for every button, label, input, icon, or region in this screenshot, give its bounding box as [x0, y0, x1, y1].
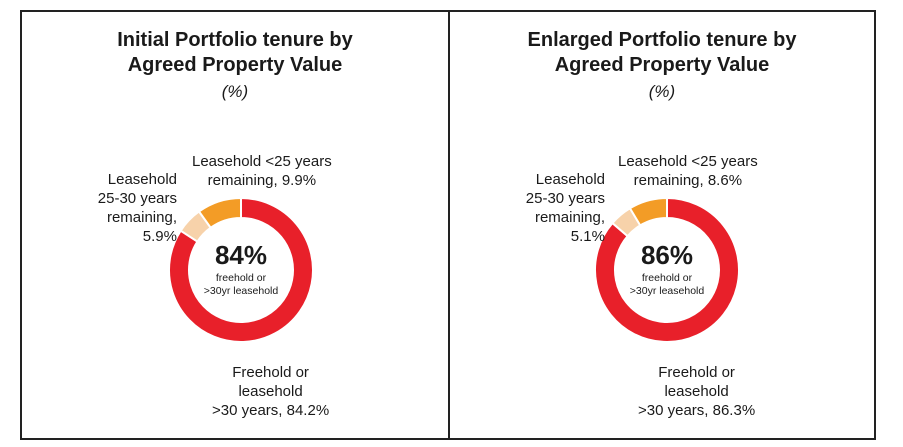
enlarged-portfolio-panel: Enlarged Portfolio tenure by Agreed Prop…	[450, 10, 874, 440]
label-freehold: Freehold or leasehold >30 years, 84.2%	[212, 363, 329, 420]
chart-title: Initial Portfolio tenure by Agreed Prope…	[22, 28, 448, 78]
label-line: leasehold	[664, 383, 729, 400]
center-percentage: 84%	[214, 240, 268, 270]
label-line: 25-30 years	[525, 190, 605, 207]
label-line: Freehold or	[658, 364, 735, 381]
label-line: remaining, 8.6%	[633, 172, 743, 189]
chart-title-line-2: Agreed Property Value	[127, 54, 343, 76]
center-caption-line-1: freehold or	[641, 272, 693, 284]
label-line: Leasehold	[535, 171, 605, 188]
center-caption-line-1: freehold or	[215, 272, 267, 284]
label-line: Leasehold <25 years	[618, 153, 758, 170]
label-line: remaining,	[106, 209, 177, 226]
chart-unit: (%)	[221, 82, 249, 101]
initial-donut-chart	[168, 196, 314, 343]
center-caption-line-2: >30yr leasehold	[629, 285, 705, 297]
label-line: 25-30 years	[97, 190, 177, 207]
label-leasehold-25-30: Leasehold 25-30 years remaining, 5.9%	[82, 170, 177, 246]
label-line: leasehold	[238, 383, 303, 400]
label-line: Leasehold <25 years	[192, 153, 332, 170]
chart-unit: (%)	[648, 82, 676, 101]
donut-slice-freehold	[168, 196, 314, 343]
label-line: 5.1%	[570, 228, 605, 245]
label-line: remaining, 9.9%	[207, 172, 317, 189]
chart-title-line-1: Enlarged Portfolio tenure by	[527, 29, 797, 51]
label-line: >30 years, 84.2%	[212, 402, 330, 419]
label-line: Freehold or	[232, 364, 309, 381]
donut-slice-leasehold_lt25	[197, 196, 242, 230]
donut-slice-freehold	[594, 196, 740, 343]
center-caption: freehold or >30yr leasehold	[607, 272, 727, 298]
label-freehold: Freehold or leasehold >30 years, 86.3%	[638, 363, 755, 420]
chart-title: Enlarged Portfolio tenure by Agreed Prop…	[450, 28, 874, 78]
label-leasehold-25-30: Leasehold 25-30 years remaining, 5.1%	[510, 170, 605, 246]
enlarged-donut-chart	[594, 196, 740, 343]
label-leasehold-lt25: Leasehold <25 years remaining, 8.6%	[618, 152, 758, 190]
center-caption: freehold or >30yr leasehold	[181, 272, 301, 298]
label-line: 5.9%	[142, 228, 177, 245]
center-percentage: 86%	[640, 240, 694, 270]
initial-portfolio-panel: Initial Portfolio tenure by Agreed Prope…	[22, 10, 448, 440]
label-line: remaining,	[534, 209, 605, 226]
panel-divider	[448, 10, 450, 440]
center-caption-line-2: >30yr leasehold	[203, 285, 279, 297]
chart-title-line-2: Agreed Property Value	[554, 54, 770, 76]
label-leasehold-lt25: Leasehold <25 years remaining, 9.9%	[192, 152, 332, 190]
donut-slice-leasehold_lt25	[628, 196, 668, 227]
chart-title-line-1: Initial Portfolio tenure by	[117, 29, 353, 51]
label-line: Leasehold	[107, 171, 177, 188]
label-line: >30 years, 86.3%	[638, 402, 756, 419]
